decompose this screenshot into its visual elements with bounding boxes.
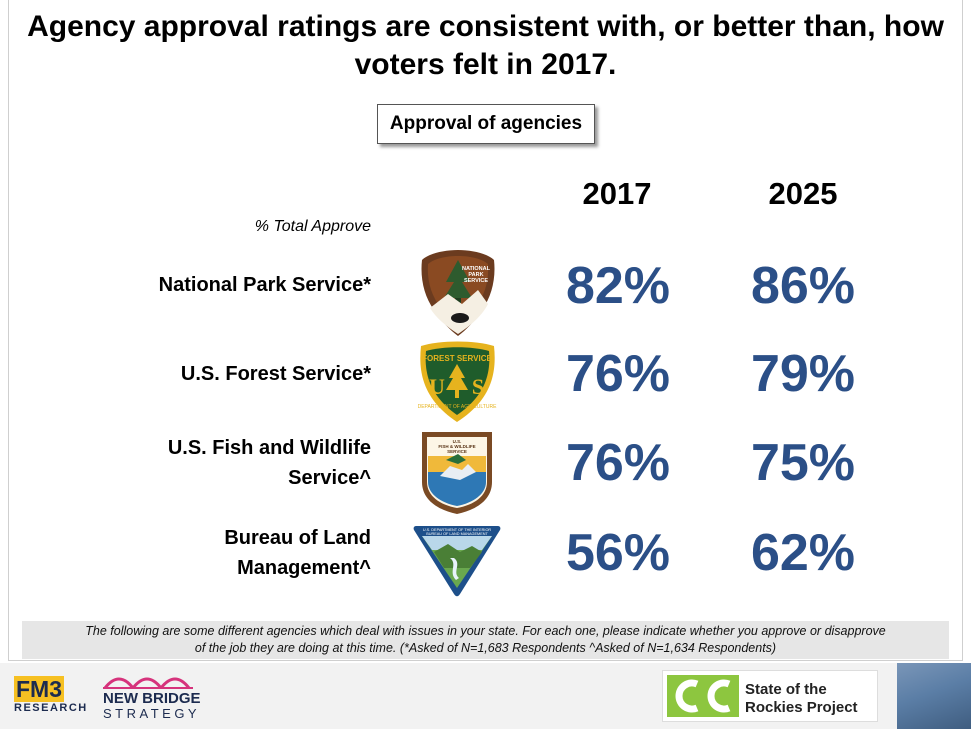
- value-blm-2025: 62%: [750, 524, 856, 582]
- agency-label-fs: U.S. Forest Service*: [180, 363, 371, 385]
- chart-title: Agency approval ratings are consistent w…: [0, 8, 971, 84]
- nps-logo-text-2: PARK: [468, 272, 483, 278]
- fish-wildlife-shield-icon: U.S. FISH & WILDLIFE SERVICE: [422, 432, 492, 514]
- value-fws-2017: 76%: [565, 434, 671, 492]
- footnote: The following are some different agencie…: [22, 621, 949, 659]
- fws-logo-text-2: FISH & WILDLIFE: [438, 444, 475, 449]
- value-nps-2025: 86%: [750, 257, 856, 315]
- new-bridge-line2: STRATEGY: [103, 706, 201, 721]
- state-of-rockies-logo: State of the Rockies Project: [662, 670, 878, 722]
- agency-label-nps: National Park Service*: [158, 274, 371, 296]
- background-photo-edge: [897, 663, 971, 729]
- value-fs-2017: 76%: [565, 345, 671, 403]
- new-bridge-logo: NEW BRIDGE STRATEGY: [103, 668, 223, 723]
- agency-label-fws: U.S. Fish and Wildlife Service^: [100, 433, 371, 493]
- fs-logo-u: U: [429, 374, 445, 399]
- footnote-line2: of the job they are doing at this time. …: [194, 641, 777, 655]
- fws-logo-text-1: U.S.: [453, 439, 462, 444]
- measure-label: % Total Approve: [254, 218, 371, 235]
- subtitle-box: Approval of agencies: [377, 104, 595, 144]
- nps-logo-text: NATIONAL: [462, 266, 491, 272]
- fm3-logo-bottom: RESEARCH: [14, 702, 88, 714]
- agency-label-fws-line1: U.S. Fish and Wildlife: [167, 437, 371, 459]
- sor-line1: State of the: [745, 681, 827, 698]
- nps-logo-text-3: SERVICE: [464, 278, 488, 284]
- bridge-arches-icon: [103, 677, 193, 689]
- nps-arrowhead-icon: NATIONAL PARK SERVICE: [421, 250, 495, 336]
- agency-label-blm-line1: Bureau of Land: [224, 527, 371, 549]
- cc-logo-icon: [667, 675, 739, 717]
- fs-logo-dept-text: DEPARTMENT OF AGRICULTURE: [418, 404, 497, 410]
- value-fws-2025: 75%: [750, 434, 856, 492]
- new-bridge-line1: NEW BRIDGE: [103, 690, 201, 707]
- blm-logo-icon: U.S. DEPARTMENT OF THE INTERIOR BUREAU O…: [413, 526, 501, 597]
- fm3-logo: FM3 RESEARCH: [14, 676, 92, 716]
- sor-line2: Rockies Project: [745, 699, 858, 716]
- state-of-rockies-text: State of the Rockies Project: [745, 681, 858, 717]
- value-nps-2017: 82%: [565, 257, 671, 315]
- column-header-2025: 2025: [768, 176, 838, 211]
- chart-title-text: Agency approval ratings are consistent w…: [27, 10, 944, 81]
- agency-label-blm-line2: Management^: [237, 557, 371, 579]
- agency-label-blm: Bureau of Land Management^: [100, 523, 371, 583]
- column-header-2017: 2017: [582, 176, 652, 211]
- fm3-logo-top: FM3: [14, 676, 64, 702]
- forest-service-shield-icon: FOREST SERVICE U S DEPARTMENT OF AGRICUL…: [418, 341, 497, 422]
- fs-logo-text: FOREST SERVICE: [422, 354, 492, 363]
- subtitle-text: Approval of agencies: [389, 113, 583, 134]
- value-blm-2017: 56%: [565, 524, 671, 582]
- blm-logo-text-1: U.S. DEPARTMENT OF THE INTERIOR: [423, 528, 492, 532]
- blm-logo-text-2: BUREAU OF LAND MANAGEMENT: [426, 532, 488, 536]
- fs-logo-s: S: [472, 374, 484, 399]
- fws-logo-text-3: SERVICE: [447, 449, 467, 454]
- agency-label-fws-line2: Service^: [288, 467, 371, 489]
- footnote-line1: The following are some different agencie…: [85, 624, 886, 638]
- value-fs-2025: 79%: [750, 345, 856, 403]
